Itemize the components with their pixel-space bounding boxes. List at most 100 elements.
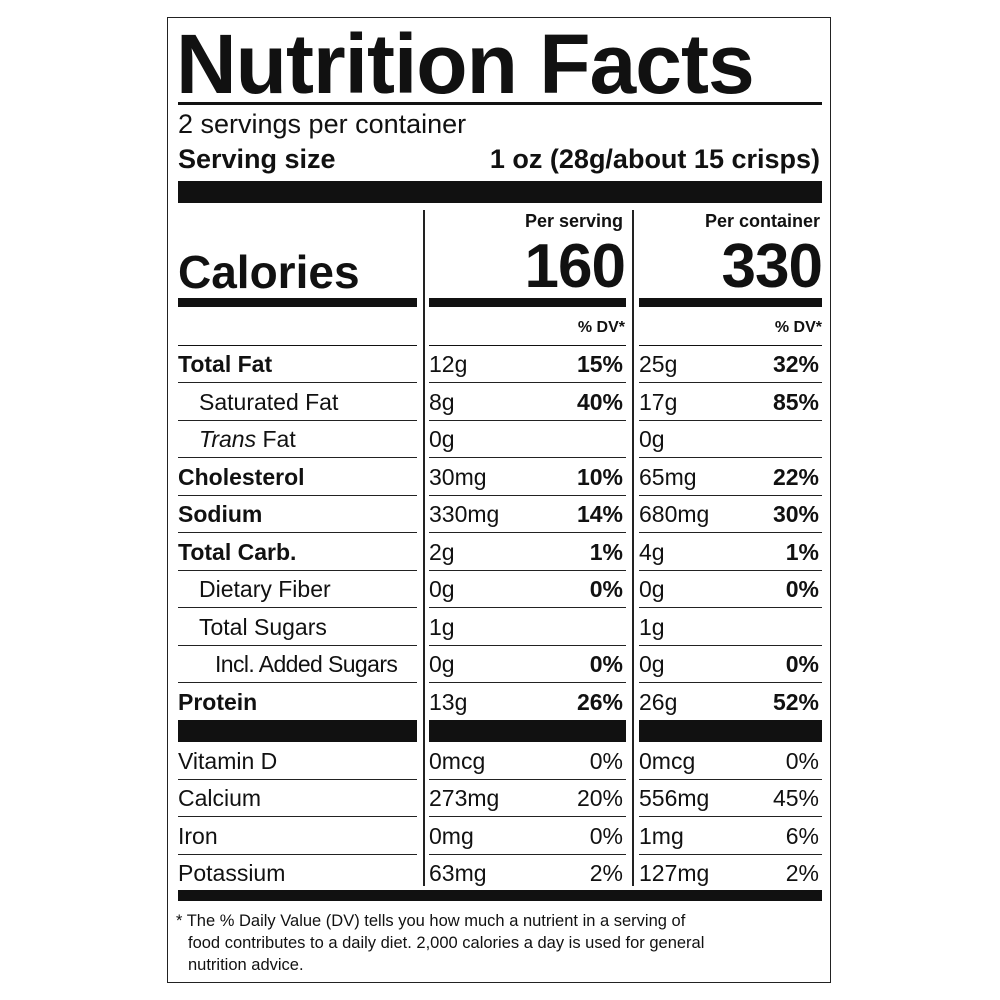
trans-prefix: Trans — [199, 426, 257, 452]
nutrient-row-sodium: Sodium 330mg 14% 680mg 30% — [0, 496, 1000, 533]
container-amount: 1mg — [639, 823, 684, 849]
container-cell: 25g 32% — [639, 346, 822, 383]
container-cell: 556mg 45% — [639, 780, 822, 817]
container-cell: 0g 0% — [639, 646, 822, 683]
calories-bar-mid — [429, 298, 626, 307]
nutrient-name: Dietary Fiber — [178, 571, 417, 608]
vitamin-name: Calcium — [178, 780, 417, 817]
serving-amount: 63mg — [429, 860, 487, 886]
calories-per-container: 330 — [721, 232, 823, 301]
container-amount: 556mg — [639, 785, 710, 811]
container-amount: 4g — [639, 539, 665, 565]
row-sep — [639, 345, 822, 346]
nutrient-row-trans-fat: Trans Fat 0g 0g — [0, 421, 1000, 458]
container-cell: 1mg 6% — [639, 818, 822, 855]
serving-cell: 63mg 2% — [429, 855, 626, 892]
nutrient-row-saturated-fat: Saturated Fat 8g 40% 17g 85% — [0, 384, 1000, 421]
thick-bar-vitamins-mid — [429, 720, 626, 742]
serving-amount: 0g — [429, 426, 455, 452]
serving-cell: 273mg 20% — [429, 780, 626, 817]
column-divider-2 — [632, 210, 634, 886]
container-dv: 22% — [772, 464, 819, 490]
serving-amount: 12g — [429, 351, 468, 377]
container-amount: 0mcg — [639, 748, 696, 774]
serving-amount: 13g — [429, 689, 468, 715]
nutrient-name: Total Fat — [178, 346, 417, 383]
serving-amount: 0mg — [429, 823, 474, 849]
vitamin-name: Vitamin D — [178, 743, 417, 780]
nutrient-name: Incl. Added Sugars — [178, 646, 417, 683]
serving-cell: 8g 40% — [429, 384, 626, 421]
calories-per-serving: 160 — [524, 232, 626, 301]
nutrient-name: Protein — [178, 689, 258, 715]
serving-amount: 0g — [429, 651, 455, 677]
serving-dv: 40% — [576, 389, 623, 415]
trans-suffix: Fat — [256, 426, 296, 452]
container-dv: 45% — [772, 785, 819, 811]
nutrient-name: Total Carb. — [178, 534, 417, 571]
vitamin-row-calcium: Calcium 273mg 20% 556mg 45% — [0, 780, 1000, 817]
container-amount: 17g — [639, 389, 678, 415]
container-dv: 6% — [785, 823, 819, 849]
label-title: Nutrition Facts — [176, 17, 755, 111]
serving-cell: 2g 1% — [429, 534, 626, 571]
serving-amount: 2g — [429, 539, 455, 565]
thick-bar-bottom — [178, 890, 822, 901]
nutrient-name: Trans Fat — [178, 421, 417, 458]
container-dv: 2% — [785, 860, 819, 886]
container-cell: 65mg 22% — [639, 459, 822, 496]
container-dv: 0% — [785, 748, 819, 774]
column-divider-1 — [423, 210, 425, 886]
nutrient-row-total-sugars: Total Sugars 1g 1g — [0, 609, 1000, 646]
row-sep — [178, 345, 417, 346]
serving-amount: 1g — [429, 614, 455, 640]
calories-bar-right — [639, 298, 822, 307]
serving-cell: 0mcg 0% — [429, 743, 626, 780]
nutrient-name: Sodium — [178, 496, 417, 533]
container-cell: 0mcg 0% — [639, 743, 822, 780]
container-dv: 1% — [785, 539, 819, 565]
serving-cell: 1g — [429, 609, 626, 646]
serving-cell: 0g — [429, 421, 626, 458]
serving-cell: 0g 0% — [429, 571, 626, 608]
serving-size-label: Serving size — [178, 144, 336, 174]
serving-dv: 20% — [576, 785, 623, 811]
nutrient-row-protein: Protein 13g 26% 26g 52% — [0, 684, 1000, 721]
serving-amount: 8g — [429, 389, 455, 415]
container-amount: 0g — [639, 651, 665, 677]
container-cell: 26g 52% — [639, 684, 822, 721]
container-dv: 52% — [772, 689, 819, 715]
container-dv: 32% — [772, 351, 819, 377]
serving-dv: 10% — [576, 464, 623, 490]
container-dv: 0% — [785, 651, 819, 677]
serving-size-value: 1 oz (28g/about 15 crisps) — [489, 144, 820, 174]
thick-bar-top — [178, 181, 822, 203]
thick-bar-vitamins-left — [178, 720, 417, 742]
vitamin-name: Potassium — [178, 860, 286, 886]
nutrient-name: Cholesterol — [178, 459, 417, 496]
title-rule — [178, 102, 822, 105]
vitamin-name: Iron — [178, 818, 417, 855]
vitamin-row-potassium: Potassium 63mg 2% 127mg 2% — [0, 855, 1000, 892]
nutrition-label-border — [167, 17, 831, 983]
serving-cell: 12g 15% — [429, 346, 626, 383]
footnote-line-3: nutrition advice. — [188, 956, 304, 974]
container-cell: 1g — [639, 609, 822, 646]
container-dv: 30% — [772, 501, 819, 527]
container-amount: 127mg — [639, 860, 710, 886]
serving-amount: 0mcg — [429, 748, 486, 774]
nutrient-name: Total Sugars — [178, 609, 417, 646]
servings-per-container: 2 servings per container — [178, 109, 467, 139]
container-dv: 0% — [785, 576, 819, 602]
vitamin-row-iron: Iron 0mg 0% 1mg 6% — [0, 818, 1000, 855]
container-amount: 0g — [639, 576, 665, 602]
serving-amount: 30mg — [429, 464, 487, 490]
serving-dv: 26% — [576, 689, 623, 715]
container-amount: 65mg — [639, 464, 697, 490]
container-cell: 0g — [639, 421, 822, 458]
per-container-header: Per container — [704, 211, 820, 231]
container-cell: 0g 0% — [639, 571, 822, 608]
dv-header-serving: % DV* — [577, 319, 625, 336]
serving-dv: 1% — [589, 539, 623, 565]
serving-cell: 330mg 14% — [429, 496, 626, 533]
